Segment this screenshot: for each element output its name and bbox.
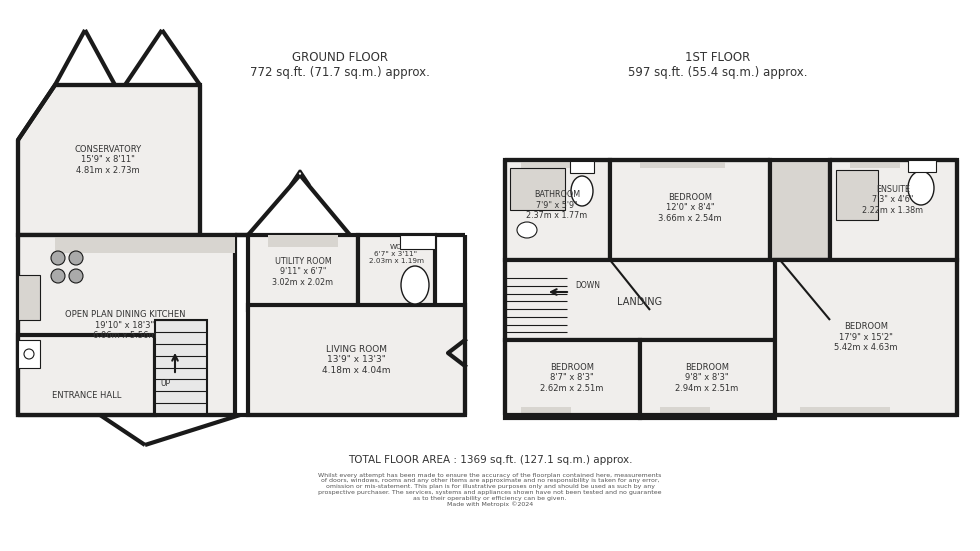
Text: GROUND FLOOR
772 sq.ft. (71.7 sq.m.) approx.: GROUND FLOOR 772 sq.ft. (71.7 sq.m.) app… [250,51,430,79]
Text: LIVING ROOM
13'9" x 13'3"
4.18m x 4.04m: LIVING ROOM 13'9" x 13'3" 4.18m x 4.04m [321,345,390,375]
Circle shape [69,269,83,283]
Text: BEDROOM
9'8" x 8'3"
2.94m x 2.51m: BEDROOM 9'8" x 8'3" 2.94m x 2.51m [675,363,739,393]
Text: ENTRANCE HALL: ENTRANCE HALL [52,391,122,399]
Text: BEDROOM
8'7" x 8'3"
2.62m x 2.51m: BEDROOM 8'7" x 8'3" 2.62m x 2.51m [540,363,604,393]
Ellipse shape [571,176,593,206]
Text: ENSUITE
7'3" x 4'6"
2.22m x 1.38m: ENSUITE 7'3" x 4'6" 2.22m x 1.38m [862,185,923,215]
Text: LANDING: LANDING [617,297,662,307]
Text: BEDROOM
12'0" x 8'4"
3.66m x 2.54m: BEDROOM 12'0" x 8'4" 3.66m x 2.54m [659,193,722,223]
Text: CONSERVATORY
15'9" x 8'11"
4.81m x 2.73m: CONSERVATORY 15'9" x 8'11" 4.81m x 2.73m [74,145,141,175]
Bar [830,160,957,260]
Bar [505,340,640,418]
Bar [640,340,775,418]
Ellipse shape [517,222,537,238]
Bar [175,235,235,253]
Text: Whilst every attempt has been made to ensure the accuracy of the floorplan conta: Whilst every attempt has been made to en… [318,473,662,507]
Text: BEDROOM
17'9" x 15'2"
5.42m x 4.63m: BEDROOM 17'9" x 15'2" 5.42m x 4.63m [834,322,898,352]
Bar [18,340,40,368]
Bar [268,235,338,247]
Bar [400,235,435,249]
Text: UTILITY ROOM
9'11" x 6'7"
3.02m x 2.02m: UTILITY ROOM 9'11" x 6'7" 3.02m x 2.02m [272,257,333,287]
Bar [248,305,465,415]
Polygon shape [18,85,200,235]
Bar [908,160,936,172]
Bar [521,407,571,415]
Text: BATHROOM
7'9" x 5'9"
2.37m x 1.77m: BATHROOM 7'9" x 5'9" 2.37m x 1.77m [526,190,588,220]
Text: UP: UP [160,379,171,387]
Bar [18,335,155,415]
Circle shape [51,251,65,265]
Bar [610,160,770,260]
Bar [248,235,358,310]
Text: 1ST FLOOR
597 sq.ft. (55.4 sq.m.) approx.: 1ST FLOOR 597 sq.ft. (55.4 sq.m.) approx… [628,51,808,79]
Bar [570,161,594,173]
Bar [505,260,830,340]
Ellipse shape [908,171,934,205]
Bar [660,407,710,415]
Bar [505,160,610,260]
Circle shape [69,251,83,265]
Circle shape [24,349,34,359]
Text: OPEN PLAN DINING KITCHEN
19'10" x 18'3"
6.06m x 5.56m: OPEN PLAN DINING KITCHEN 19'10" x 18'3" … [65,310,185,340]
Bar [775,260,957,415]
Bar [18,235,235,415]
Text: WC
6'7" x 3'11"
2.03m x 1.19m: WC 6'7" x 3'11" 2.03m x 1.19m [368,244,423,264]
Bar [155,320,207,415]
Bar [640,160,725,168]
Bar [358,235,435,310]
Bar [770,160,830,260]
Ellipse shape [401,266,429,304]
Circle shape [51,269,65,283]
Bar [800,407,890,415]
Bar [521,160,581,168]
Bar [55,235,175,253]
Bar [836,170,878,220]
Bar [850,160,900,168]
Bar [510,168,565,210]
Bar [18,275,40,320]
Text: TOTAL FLOOR AREA : 1369 sq.ft. (127.1 sq.m.) approx.: TOTAL FLOOR AREA : 1369 sq.ft. (127.1 sq… [348,455,632,465]
Text: DOWN: DOWN [575,282,600,290]
